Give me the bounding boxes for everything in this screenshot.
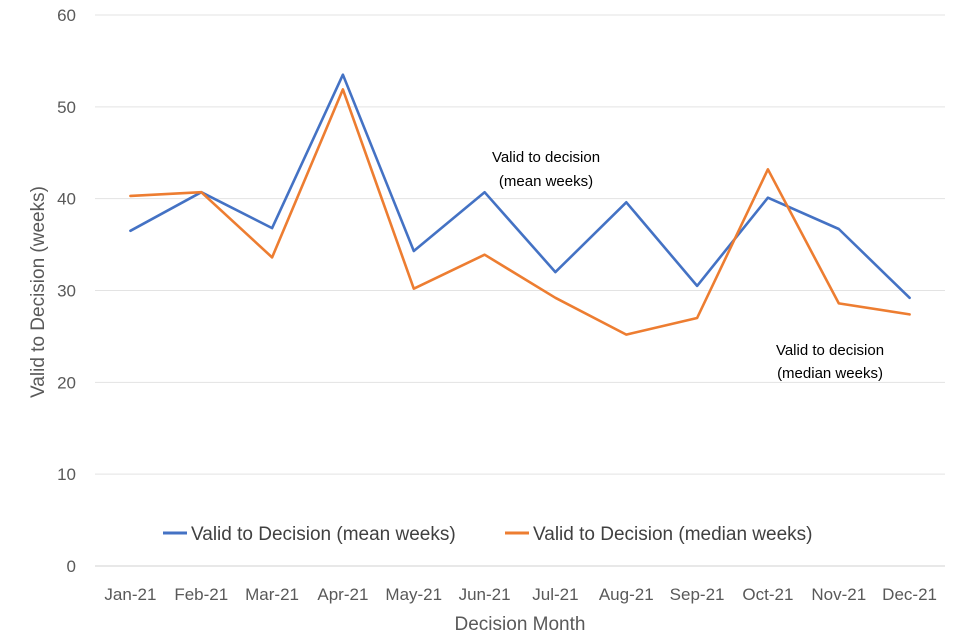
legend: Valid to Decision (mean weeks) Valid to … xyxy=(163,524,813,545)
y-tick-label: 0 xyxy=(67,557,76,576)
annotation-mean-line1: Valid to decision xyxy=(492,149,600,166)
x-tick-label: Dec-21 xyxy=(882,585,937,604)
x-tick-label: Jul-21 xyxy=(532,585,578,604)
x-tick-label: Feb-21 xyxy=(174,585,228,604)
x-tick-label: Sep-21 xyxy=(670,585,725,604)
x-tick-label: Nov-21 xyxy=(811,585,866,604)
x-tick-label: Jan-21 xyxy=(104,585,156,604)
y-tick-label: 60 xyxy=(57,6,76,25)
y-tick-label: 30 xyxy=(57,282,76,301)
y-tick-label: 40 xyxy=(57,190,76,209)
x-axis-ticks: Jan-21 Feb-21 Mar-21 Apr-21 May-21 Jun-21 Jul-… xyxy=(104,585,937,604)
series-line-median xyxy=(129,88,911,336)
x-tick-label: Oct-21 xyxy=(742,585,793,604)
annotation-median-line2: (median weeks) xyxy=(777,365,883,382)
annotation-mean-line2: (mean weeks) xyxy=(499,173,593,190)
series-lines xyxy=(129,73,911,336)
x-tick-label: Mar-21 xyxy=(245,585,299,604)
x-tick-label: Aug-21 xyxy=(599,585,654,604)
x-tick-label: Apr-21 xyxy=(317,585,368,604)
y-axis-title: Valid to Decision (weeks) xyxy=(28,186,49,398)
gridlines xyxy=(95,14,945,567)
series-line-mean xyxy=(129,73,911,300)
annotation-median-line1: Valid to decision xyxy=(776,342,884,359)
annotation-median: Valid to decision (median weeks) xyxy=(776,342,884,382)
y-axis-ticks: 0 10 20 30 40 50 60 xyxy=(57,6,76,576)
y-tick-label: 20 xyxy=(57,373,76,392)
annotation-mean: Valid to decision (mean weeks) xyxy=(492,149,600,190)
x-axis-title: Decision Month xyxy=(455,614,586,635)
x-tick-label: Jun-21 xyxy=(459,585,511,604)
legend-label-median: Valid to Decision (median weeks) xyxy=(533,524,813,545)
x-tick-label: May-21 xyxy=(385,585,442,604)
y-tick-label: 10 xyxy=(57,465,76,484)
y-tick-label: 50 xyxy=(57,98,76,117)
legend-label-mean: Valid to Decision (mean weeks) xyxy=(191,524,456,545)
